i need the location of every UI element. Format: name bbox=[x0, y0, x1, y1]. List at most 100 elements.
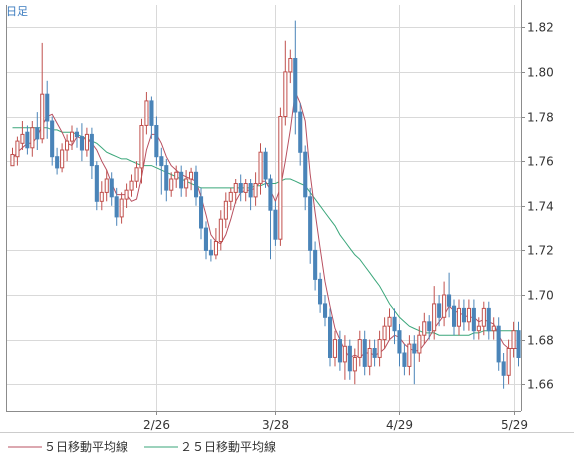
candle bbox=[486, 301, 491, 340]
candle-body-up bbox=[15, 140, 20, 158]
candle bbox=[337, 330, 342, 371]
candle-body-down bbox=[179, 171, 184, 189]
candle bbox=[179, 165, 184, 197]
candle bbox=[397, 324, 402, 367]
candle bbox=[283, 40, 288, 126]
candle-body-down bbox=[392, 316, 397, 332]
candle-body-up bbox=[332, 339, 337, 358]
candle-body-up bbox=[223, 200, 228, 220]
x-tick-label: 3/28 bbox=[262, 418, 289, 432]
y-tick-label: 1.68 bbox=[527, 334, 554, 348]
candle bbox=[427, 315, 432, 340]
x-axis: 2/26 3/28 4/29 5/29 bbox=[143, 411, 528, 432]
y-tick-label: 1.78 bbox=[527, 111, 554, 125]
candle bbox=[392, 308, 397, 345]
candle-body-up bbox=[243, 183, 248, 193]
candle bbox=[164, 158, 169, 202]
y-tick-label: 1.82 bbox=[527, 21, 554, 35]
candle-body-down bbox=[427, 321, 432, 332]
candle bbox=[208, 239, 213, 262]
x-tick-label: 4/29 bbox=[386, 418, 413, 432]
candle bbox=[79, 123, 85, 162]
candle-body-up bbox=[422, 321, 427, 336]
candle-body-down bbox=[337, 339, 342, 363]
candle-body-down bbox=[164, 165, 169, 191]
candle bbox=[194, 165, 199, 206]
candle bbox=[169, 172, 174, 197]
candle bbox=[89, 127, 94, 179]
candle-body-up bbox=[377, 339, 382, 358]
candle-body-up bbox=[144, 100, 149, 126]
candle-body-down bbox=[516, 330, 521, 359]
candle bbox=[258, 143, 263, 195]
candle-body-down bbox=[303, 151, 308, 198]
candle-body-down bbox=[194, 171, 199, 198]
candle bbox=[144, 92, 149, 135]
candle bbox=[506, 339, 511, 385]
candle-body-down bbox=[362, 339, 367, 367]
candle bbox=[362, 330, 367, 376]
candle-body-up bbox=[60, 149, 65, 169]
candle-body-down bbox=[238, 183, 243, 193]
x-tick-label: 5/29 bbox=[501, 418, 528, 432]
candle-body-up bbox=[139, 125, 144, 169]
candle-body-up bbox=[407, 343, 412, 367]
candle-body-up bbox=[218, 218, 223, 242]
candle bbox=[417, 326, 422, 362]
candle bbox=[70, 125, 75, 150]
candle bbox=[387, 308, 392, 340]
candle-body-up bbox=[169, 178, 174, 191]
candle-body-down bbox=[471, 307, 476, 332]
candle-body-up bbox=[352, 357, 357, 372]
candle bbox=[104, 170, 109, 202]
candle bbox=[323, 295, 328, 327]
candle bbox=[367, 339, 372, 376]
candle bbox=[491, 317, 496, 340]
candle-body-down bbox=[437, 303, 442, 318]
candle-body-up bbox=[511, 330, 516, 350]
candle-body-down bbox=[203, 227, 208, 251]
candle bbox=[471, 299, 476, 340]
candle bbox=[476, 317, 481, 340]
candle bbox=[402, 344, 407, 376]
candle-body-down bbox=[461, 307, 466, 323]
candle bbox=[65, 134, 70, 162]
candle-body-down bbox=[313, 249, 318, 280]
candle bbox=[159, 147, 164, 195]
candle-body-down bbox=[412, 343, 417, 354]
candle-body-up bbox=[84, 133, 90, 151]
candle-body-up bbox=[184, 178, 189, 189]
candle bbox=[516, 321, 521, 367]
candle bbox=[74, 127, 80, 148]
candle-body-down bbox=[268, 178, 273, 211]
candle-body-down bbox=[208, 249, 213, 256]
candle-body-up bbox=[456, 307, 461, 327]
candle bbox=[466, 299, 471, 331]
candle-body-up bbox=[65, 140, 70, 151]
candle bbox=[342, 335, 347, 380]
y-tick-label: 1.66 bbox=[527, 378, 554, 392]
candle-body-down bbox=[263, 151, 268, 180]
legend-ma5-label: ５日移動平均線 bbox=[44, 439, 128, 454]
candlestick-series bbox=[10, 20, 521, 389]
candle bbox=[114, 187, 119, 226]
candle bbox=[20, 121, 25, 150]
candle bbox=[10, 147, 15, 167]
x-tick-label: 2/26 bbox=[143, 418, 170, 432]
candle-body-down bbox=[109, 178, 114, 198]
candle bbox=[437, 295, 442, 327]
candle-body-down bbox=[35, 127, 40, 140]
candle-body-up bbox=[466, 307, 471, 323]
candle-body-up bbox=[283, 71, 288, 117]
candle bbox=[35, 112, 40, 150]
candle bbox=[228, 187, 233, 211]
y-tick-label: 1.72 bbox=[527, 244, 554, 258]
candle-body-up bbox=[20, 133, 25, 144]
candle-body-down bbox=[273, 209, 278, 240]
candle bbox=[461, 299, 466, 331]
candle-body-down bbox=[25, 131, 30, 149]
candle-body-down bbox=[397, 330, 402, 354]
candle-body-down bbox=[328, 316, 333, 358]
candle-body-up bbox=[228, 191, 233, 202]
